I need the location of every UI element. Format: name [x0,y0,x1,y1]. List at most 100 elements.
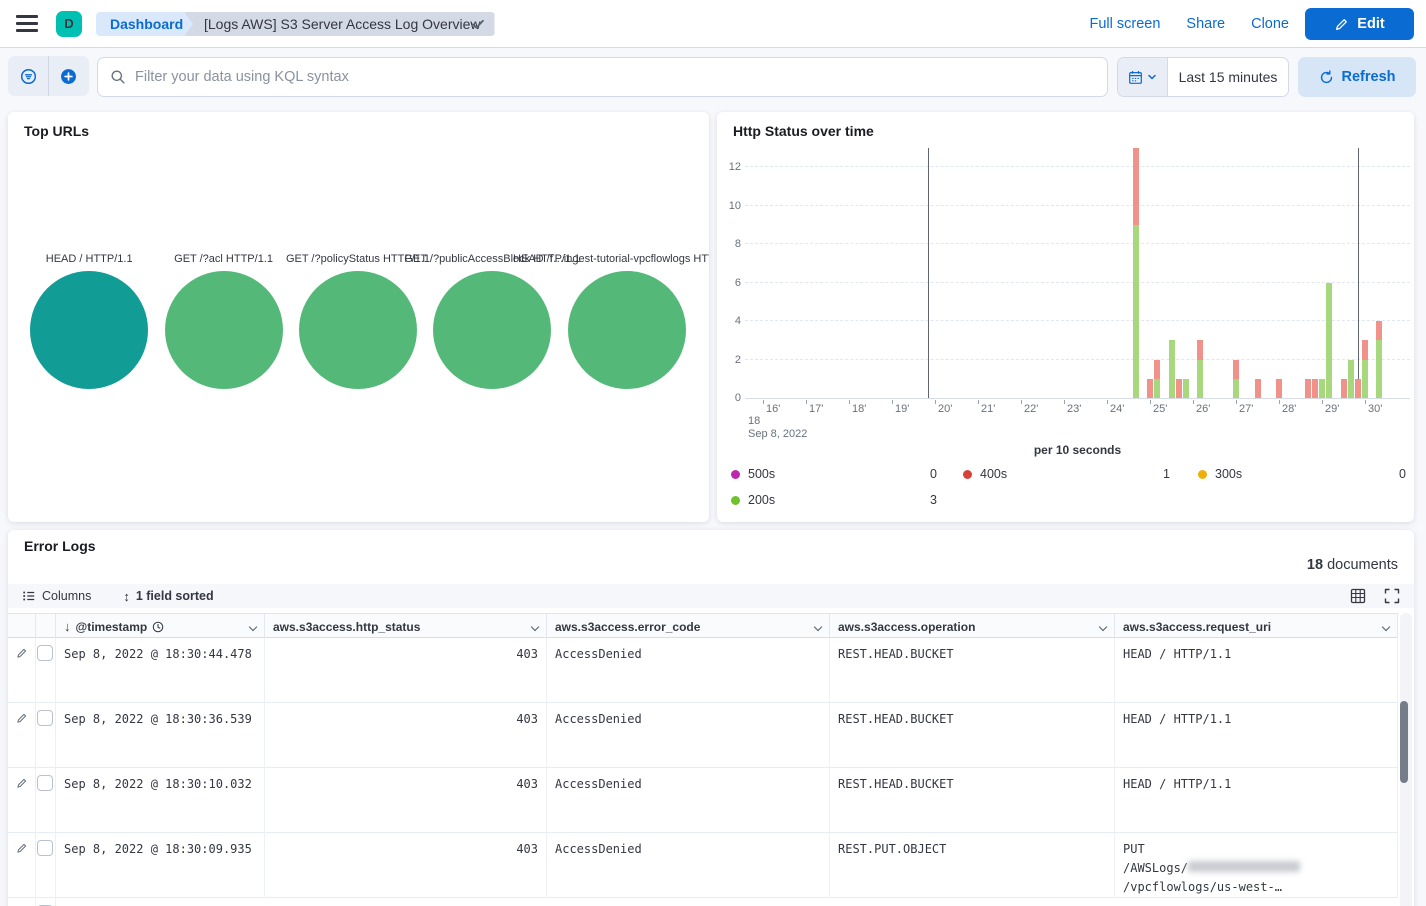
legend-item-500s[interactable]: 500s 0 [731,464,937,484]
bar-segment-200s[interactable] [1197,359,1204,398]
filter-options-button[interactable] [8,56,48,96]
error-code-cell[interactable]: AccessDenied [547,768,830,833]
refresh-button[interactable]: Refresh [1298,57,1416,97]
pie-slice[interactable] [567,271,686,389]
timestamp-cell[interactable]: Sep 8, 2022 @ 18:30:44.478 [56,638,265,703]
pie-chart[interactable]: GET /?acl HTTP/1.1 [156,253,290,389]
breadcrumb-dashboard[interactable]: Dashboard [96,12,201,36]
bar-segment-400s[interactable] [1254,378,1261,398]
column-header-http-status[interactable]: aws.s3access.http_status [265,614,547,639]
operation-cell[interactable]: REST.HEAD.BUCKET [830,638,1115,703]
bar-segment-200s[interactable] [1233,378,1239,398]
row-checkbox[interactable] [37,775,53,791]
x-tick-mark [1236,400,1237,404]
bar-segment-400s[interactable] [1276,378,1282,398]
bar-segment-400s[interactable] [1233,359,1239,379]
timestamp-cell[interactable]: Sep 8, 2022 @ 18:30:09.935 [56,833,265,898]
chevron-down-icon[interactable] [530,622,540,631]
bar-segment-200s[interactable] [1182,378,1189,398]
pie-slice[interactable] [164,271,283,389]
timestamp-cell[interactable]: Sep 8, 2022 @ 18:30:10.032 [56,768,265,833]
request-uri-cell[interactable]: HEAD / HTTP/1.1 [1115,703,1398,768]
row-checkbox[interactable] [37,645,53,661]
pie-chart[interactable]: HEAD / HTTP/1.1 [22,253,156,389]
share-button[interactable]: Share [1186,16,1226,32]
legend-item-300s[interactable]: 300s 0 [1198,464,1406,484]
pie-slice[interactable] [30,271,149,389]
column-header-operation[interactable]: aws.s3access.operation [830,614,1115,639]
columns-button[interactable]: Columns [22,589,91,603]
fullscreen-icon[interactable] [1384,588,1400,604]
bar-segment-400s[interactable] [1340,378,1347,398]
request-uri-cell[interactable]: HEAD / HTTP/1.1 [1115,768,1398,833]
clone-button[interactable]: Clone [1251,16,1289,32]
pie-slice[interactable] [298,271,417,389]
expand-row-pencil-icon[interactable] [16,647,28,659]
error-code-cell[interactable]: AccessDenied [547,703,830,768]
bar-segment-400s[interactable] [1376,321,1383,341]
expand-row-pencil-icon[interactable] [16,777,28,789]
error-code-cell[interactable]: AccessDenied [547,638,830,703]
pie-chart[interactable]: GET /?publicAccessBlock HTTP/1.1 [404,253,580,389]
column-header-request-uri[interactable]: aws.s3access.request_uri [1115,614,1398,639]
chevron-down-icon[interactable] [1098,622,1108,631]
pie-slice[interactable] [433,271,552,389]
row-checkbox[interactable] [37,710,53,726]
bar-segment-400s[interactable] [1175,378,1182,398]
operation-cell[interactable]: REST.HEAD.BUCKET [830,768,1115,833]
x-tick-mark [1365,400,1366,404]
bar-segment-200s[interactable] [1132,224,1139,398]
http-status-cell[interactable]: 403 [265,638,547,703]
pie-chart[interactable]: GET /?policyStatus HTTP/1.1 [286,253,430,389]
date-picker-quick-menu[interactable] [1118,58,1168,96]
bar-segment-200s[interactable] [1319,378,1325,398]
chevron-down-icon[interactable] [248,622,258,631]
bar-segment-400s[interactable] [1311,378,1318,398]
display-options-icon[interactable] [1350,588,1366,604]
time-range-value[interactable]: Last 15 minutes [1178,69,1278,85]
chevron-down-icon[interactable] [1381,622,1391,631]
bar-segment-200s[interactable] [1168,340,1175,398]
column-header-timestamp[interactable]: ↓ @timestamp [56,614,265,639]
chevron-down-icon[interactable] [813,622,823,631]
bar-segment-400s[interactable] [1197,340,1204,360]
y-tick-label: 0 [734,392,741,404]
bar-segment-400s[interactable] [1362,340,1368,360]
pie-chart[interactable]: HEAD /f…ingest-tutorial-vpcflowlogs HTTP… [513,253,709,389]
operation-cell[interactable]: REST.HEAD.BUCKET [830,703,1115,768]
bar-segment-200s[interactable] [1376,340,1383,398]
sort-fields-button[interactable]: ↕ 1 field sorted [123,588,214,604]
request-uri-cell[interactable]: PUT/AWSLogs//vpcflowlogs/us-west-… [1115,833,1398,898]
bar-segment-200s[interactable] [1326,282,1333,398]
bar-segment-200s[interactable] [1362,359,1368,398]
bar-segment-200s[interactable] [1347,359,1354,398]
expand-row-pencil-icon[interactable] [16,712,28,724]
bar-segment-400s[interactable] [1147,378,1153,398]
http-status-cell[interactable]: 403 [265,768,547,833]
scrollbar-thumb[interactable] [1400,701,1408,783]
timestamp-cell[interactable]: Sep 8, 2022 @ 18:30:36.539 [56,703,265,768]
bar-segment-400s[interactable] [1304,378,1311,398]
add-filter-button[interactable] [49,56,89,96]
http-status-plot[interactable] [745,147,1410,399]
bar-segment-400s[interactable] [1354,378,1361,398]
http-status-cell[interactable]: 403 [265,833,547,898]
bar-segment-400s[interactable] [1154,359,1161,379]
operation-cell[interactable]: REST.PUT.OBJECT [830,833,1115,898]
row-checkbox[interactable] [37,840,53,856]
request-uri-cell[interactable]: HEAD / HTTP/1.1 [1115,638,1398,703]
kql-query-input[interactable] [135,69,1095,85]
error-code-cell[interactable]: AccessDenied [547,833,830,898]
expand-row-pencil-icon[interactable] [16,842,28,854]
bar-segment-400s[interactable] [1132,147,1139,225]
http-status-cell[interactable]: 403 [265,703,547,768]
edit-button[interactable]: Edit [1305,8,1414,40]
legend-item-200s[interactable]: 200s 3 [731,490,937,510]
space-avatar[interactable]: D [56,11,82,37]
column-header-error-code[interactable]: aws.s3access.error_code [547,614,830,639]
vertical-scrollbar[interactable] [1400,613,1412,906]
bar-segment-200s[interactable] [1154,378,1161,398]
legend-item-400s[interactable]: 400s 1 [963,464,1170,484]
full-screen-button[interactable]: Full screen [1089,16,1161,32]
menu-icon[interactable] [16,15,38,33]
